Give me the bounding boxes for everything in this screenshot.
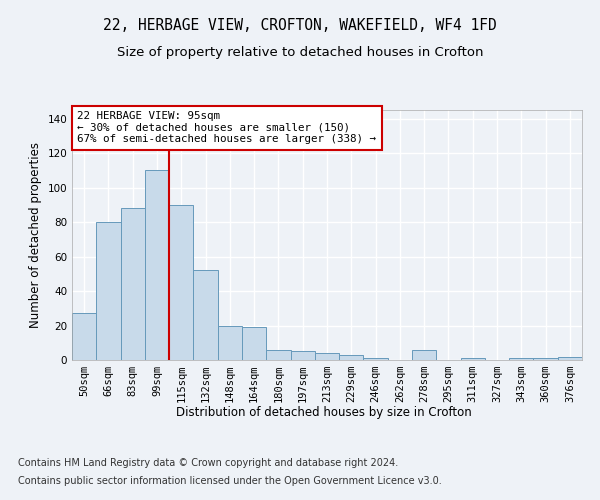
Bar	[193, 270, 218, 360]
Bar	[145, 170, 169, 360]
Bar	[339, 355, 364, 360]
Bar	[558, 356, 582, 360]
Bar	[72, 314, 96, 360]
Text: Contains public sector information licensed under the Open Government Licence v3: Contains public sector information licen…	[18, 476, 442, 486]
Bar	[533, 358, 558, 360]
Y-axis label: Number of detached properties: Number of detached properties	[29, 142, 42, 328]
Bar	[315, 353, 339, 360]
Text: 22 HERBAGE VIEW: 95sqm
← 30% of detached houses are smaller (150)
67% of semi-de: 22 HERBAGE VIEW: 95sqm ← 30% of detached…	[77, 112, 376, 144]
Bar	[218, 326, 242, 360]
Bar	[266, 350, 290, 360]
Bar	[412, 350, 436, 360]
Text: Contains HM Land Registry data © Crown copyright and database right 2024.: Contains HM Land Registry data © Crown c…	[18, 458, 398, 468]
Bar	[242, 327, 266, 360]
Bar	[169, 205, 193, 360]
Text: Size of property relative to detached houses in Crofton: Size of property relative to detached ho…	[117, 46, 483, 59]
Bar	[461, 358, 485, 360]
Bar	[96, 222, 121, 360]
Text: 22, HERBAGE VIEW, CROFTON, WAKEFIELD, WF4 1FD: 22, HERBAGE VIEW, CROFTON, WAKEFIELD, WF…	[103, 18, 497, 32]
Bar	[509, 358, 533, 360]
Bar	[364, 358, 388, 360]
Text: Distribution of detached houses by size in Crofton: Distribution of detached houses by size …	[176, 406, 472, 419]
Bar	[121, 208, 145, 360]
Bar	[290, 352, 315, 360]
